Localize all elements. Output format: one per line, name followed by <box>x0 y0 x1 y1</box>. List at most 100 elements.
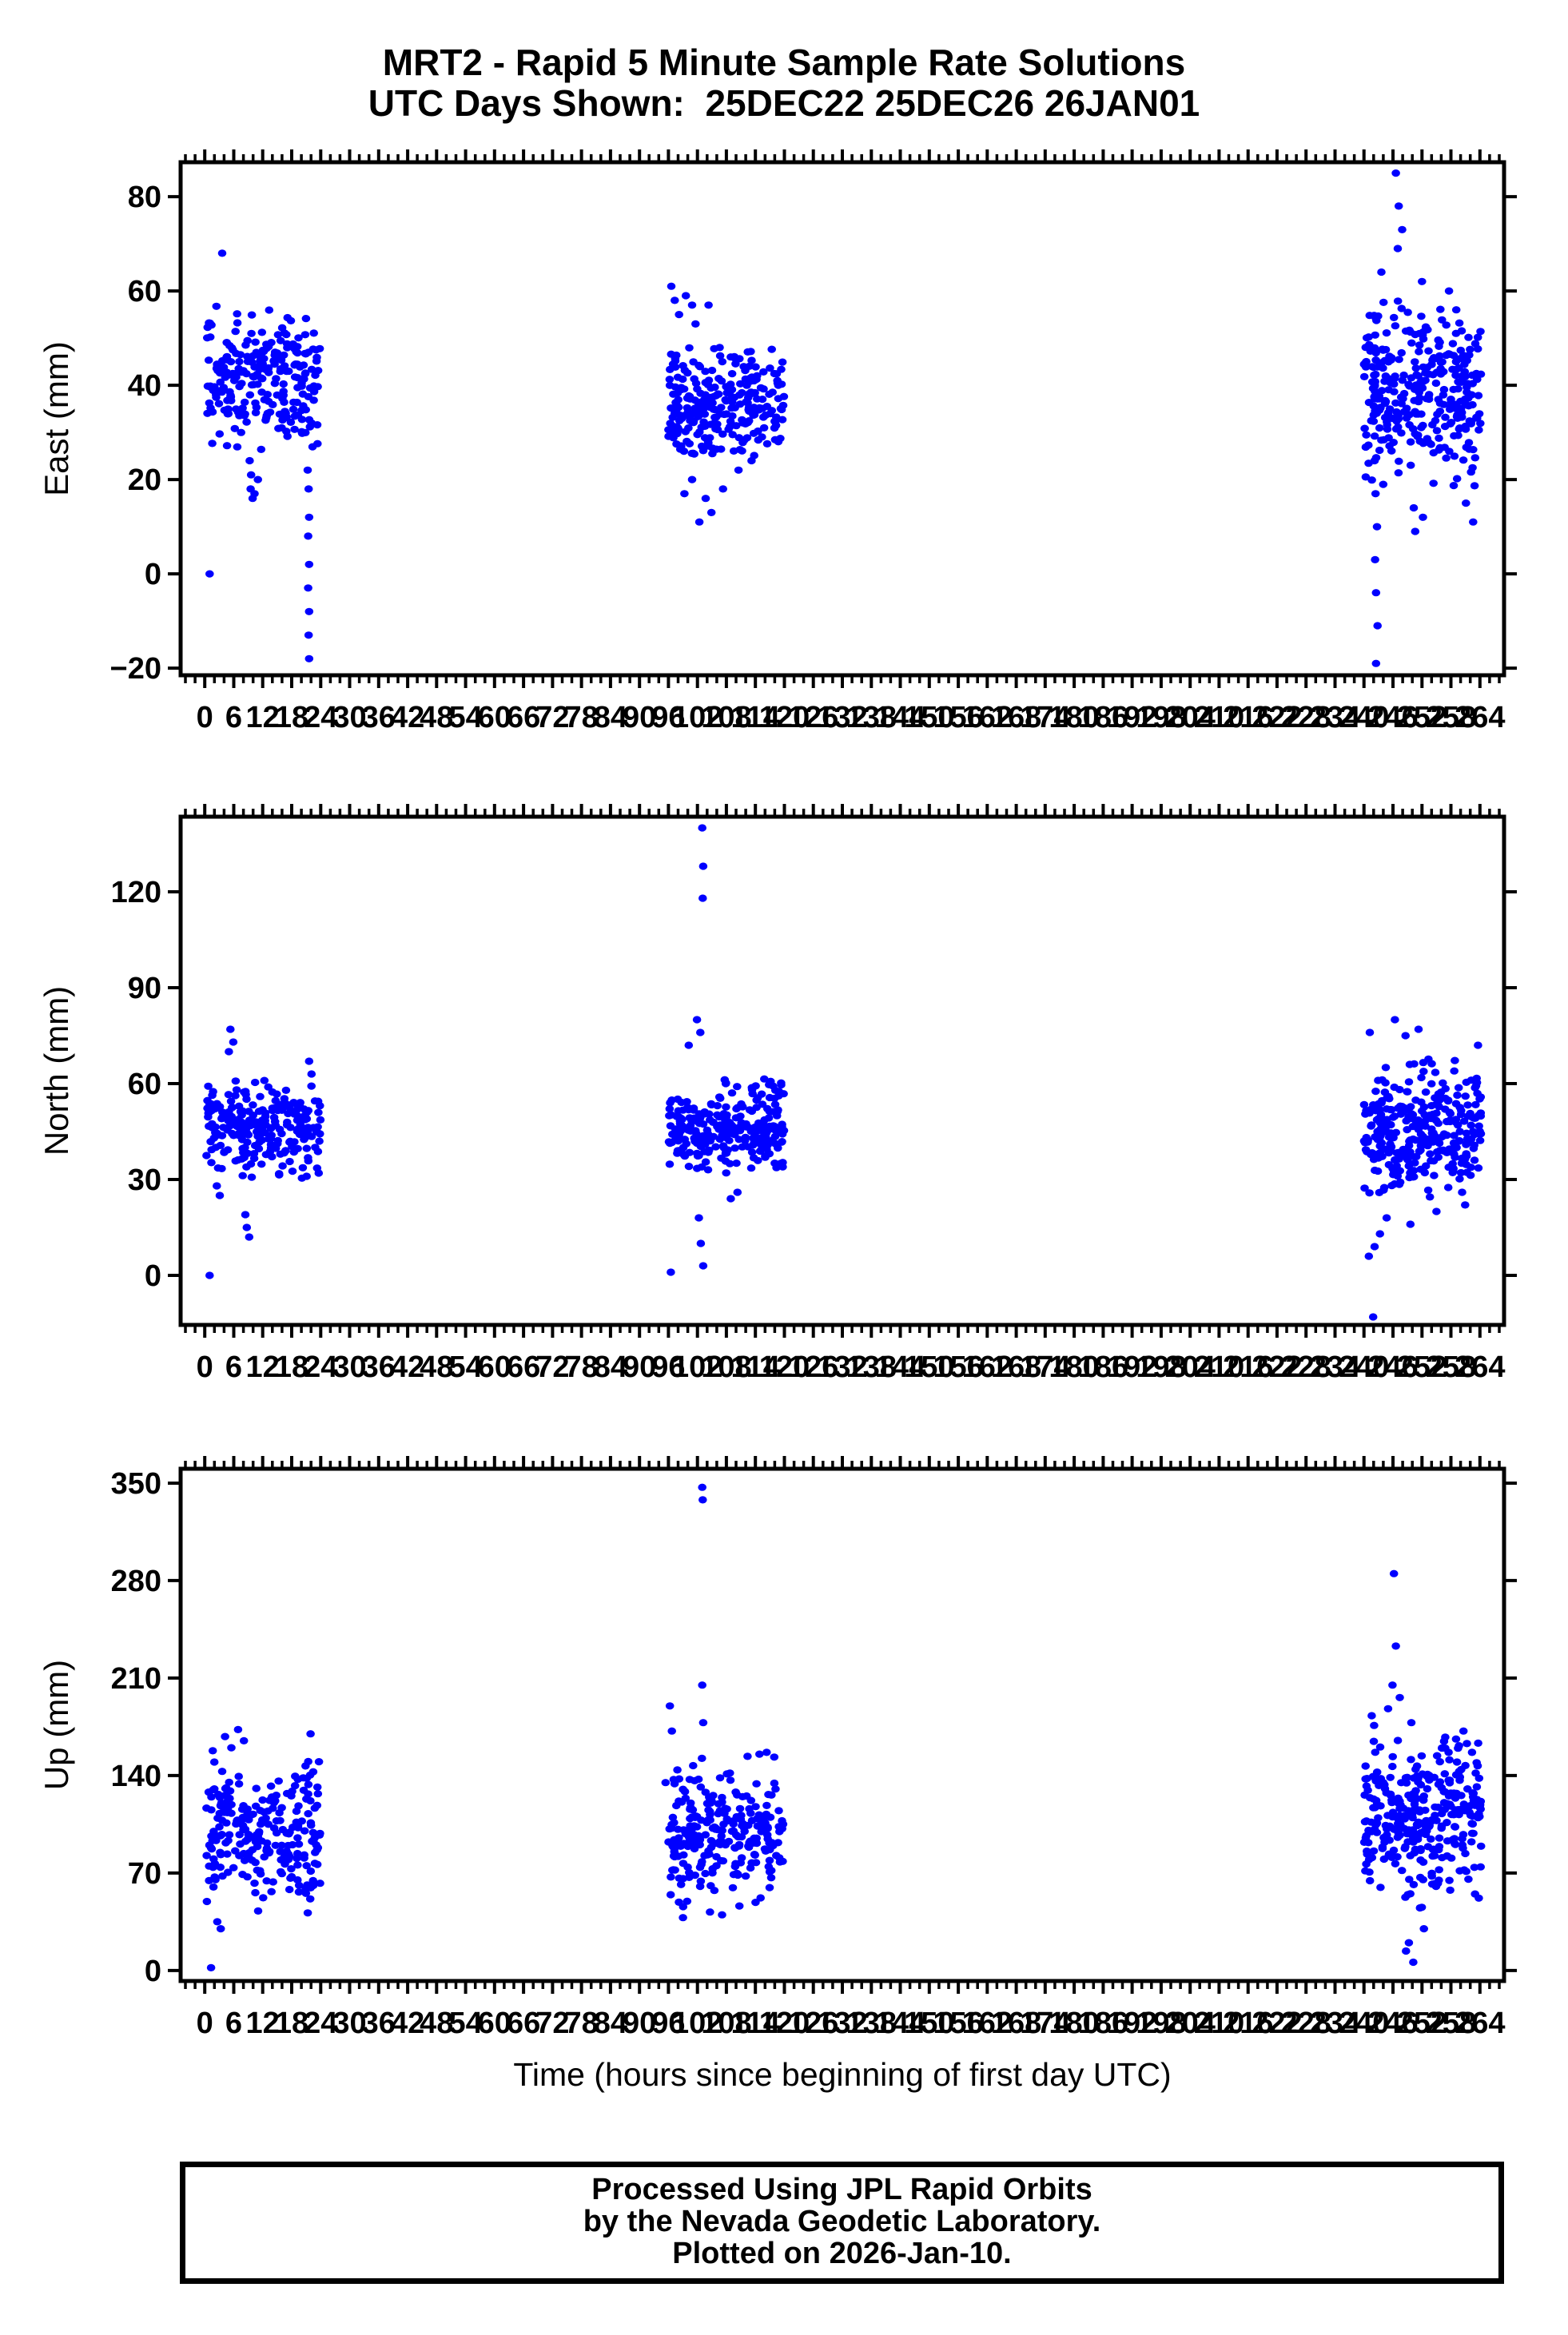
data-point <box>226 1025 235 1033</box>
data-point <box>1430 1852 1439 1860</box>
data-point <box>1395 1693 1404 1701</box>
data-point <box>691 1812 700 1820</box>
data-point <box>710 1887 719 1895</box>
data-point <box>762 440 772 448</box>
data-point <box>727 370 737 378</box>
data-point <box>1367 1712 1376 1720</box>
x-tick-label: 48 <box>420 2007 453 2040</box>
data-point <box>768 388 777 396</box>
data-point <box>1371 356 1380 364</box>
x-tick-label: 258 <box>1426 1350 1476 1384</box>
data-point <box>1371 382 1379 390</box>
data-point <box>260 1076 269 1084</box>
data-point <box>202 1152 211 1160</box>
x-tick-label: 6 <box>225 701 242 734</box>
data-point <box>762 1810 771 1818</box>
data-point <box>235 1128 245 1136</box>
data-point <box>1445 1876 1454 1884</box>
data-point <box>1379 346 1388 354</box>
data-point <box>1384 1160 1394 1169</box>
x-tick-label: 246 <box>1367 2007 1418 2040</box>
data-point <box>665 1105 675 1113</box>
x-tick-label: 54 <box>448 701 482 734</box>
data-point <box>1396 1110 1406 1118</box>
data-point <box>736 380 745 388</box>
data-point <box>722 397 730 405</box>
data-point <box>766 410 774 418</box>
data-point <box>680 490 689 498</box>
data-point <box>743 348 752 356</box>
data-point <box>265 1148 275 1156</box>
data-point <box>255 1138 265 1146</box>
data-point <box>314 1108 323 1116</box>
data-point <box>204 1082 213 1090</box>
data-point <box>767 345 776 353</box>
x-tick-label: 252 <box>1397 2007 1447 2040</box>
data-point <box>1468 1812 1477 1820</box>
data-point <box>215 430 225 438</box>
data-point <box>1401 327 1411 335</box>
data-point <box>1369 364 1379 372</box>
data-point <box>1371 1101 1380 1109</box>
data-point <box>1386 1773 1395 1781</box>
data-point <box>692 1135 702 1143</box>
data-point <box>304 584 312 592</box>
data-point <box>754 1156 762 1164</box>
data-point <box>762 1801 771 1809</box>
data-point <box>740 1136 750 1144</box>
data-point <box>306 1796 315 1805</box>
data-point <box>718 485 727 493</box>
x-tick-label: 90 <box>623 701 656 734</box>
data-point <box>1363 1148 1371 1156</box>
data-point <box>761 1132 770 1140</box>
data-point <box>766 1874 776 1882</box>
data-point <box>1444 1776 1453 1784</box>
data-point <box>309 329 319 337</box>
data-point <box>1393 1172 1403 1180</box>
x-tick-label: 180 <box>1049 2007 1099 2040</box>
data-point <box>1365 1189 1374 1197</box>
data-point <box>1457 1792 1466 1800</box>
x-tick-label: 252 <box>1397 1350 1447 1384</box>
data-point <box>1431 1116 1441 1124</box>
data-point <box>1455 1128 1464 1136</box>
data-point <box>1426 1150 1435 1158</box>
data-point <box>689 417 698 425</box>
data-point <box>1371 1796 1381 1804</box>
footer-line-1: Processed Using JPL Rapid Orbits <box>591 2173 1092 2206</box>
data-point <box>1397 429 1406 437</box>
data-point <box>237 1136 247 1144</box>
x-tick-label: 186 <box>1078 1350 1128 1384</box>
data-point <box>1474 1739 1482 1747</box>
data-point <box>720 1076 730 1084</box>
data-point <box>312 1164 322 1172</box>
x-tick-label: 36 <box>362 2007 396 2040</box>
data-point <box>773 376 782 384</box>
subplot-up: 0 6 12182430364248546066727884909610210811… <box>38 1456 1517 2040</box>
data-point <box>1471 1082 1481 1090</box>
data-point <box>1470 1141 1478 1149</box>
data-point <box>667 1268 675 1276</box>
data-point <box>1411 527 1420 535</box>
data-point <box>767 1791 776 1799</box>
data-point <box>234 1116 243 1124</box>
data-point <box>1404 1078 1414 1086</box>
x-tick-label: 246 <box>1367 701 1418 734</box>
x-tick-label: 12 <box>246 701 280 734</box>
data-point <box>1406 1220 1415 1228</box>
data-point <box>249 1101 257 1109</box>
data-point <box>1379 1855 1389 1864</box>
data-point <box>286 418 296 427</box>
data-point <box>701 1869 710 1878</box>
data-point <box>754 427 762 436</box>
data-point <box>234 1772 244 1780</box>
x-tick-label: 216 <box>1223 701 1273 734</box>
data-point <box>1442 454 1451 462</box>
data-point <box>691 320 700 328</box>
data-point <box>675 445 685 453</box>
data-point <box>222 442 232 450</box>
data-point <box>1470 1130 1479 1139</box>
data-point <box>675 1797 683 1805</box>
y-tick-label: 0 <box>145 1259 161 1293</box>
data-point <box>1415 1873 1425 1881</box>
